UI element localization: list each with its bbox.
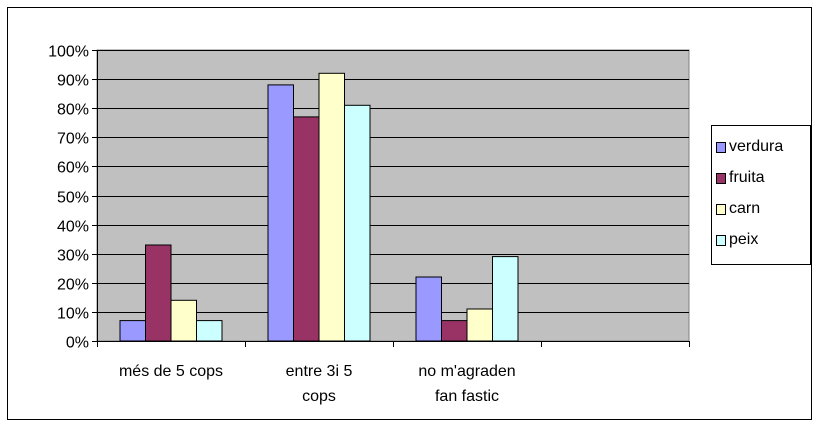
y-tick-label: 30% xyxy=(57,248,89,265)
y-tick-label: 100% xyxy=(48,44,89,61)
legend-swatch xyxy=(716,234,726,246)
legend-item-fruita: fruita xyxy=(716,167,765,189)
legend: verdura fruita carn peix xyxy=(711,125,811,265)
bar-fruita xyxy=(293,116,320,342)
legend-swatch xyxy=(716,172,726,184)
y-tick-label: 50% xyxy=(57,190,89,207)
y-tick-label: 70% xyxy=(57,131,89,148)
y-tick-label: 80% xyxy=(57,102,89,119)
x-category-label: més de 5 cops xyxy=(119,363,223,380)
bar-verdura xyxy=(415,276,442,342)
y-tick-label: 60% xyxy=(57,160,89,177)
bar-carn xyxy=(318,72,345,342)
legend-label: peix xyxy=(729,231,759,248)
y-tick-label: 90% xyxy=(57,73,89,90)
y-tick-label: 0% xyxy=(66,335,89,352)
bar-peix xyxy=(196,320,223,342)
bars xyxy=(119,72,519,342)
y-tick-labels: 0% 10% 20% 30% 40% 50% 60% 70% 80% 90% 100% xyxy=(48,44,89,352)
x-category-label: fan fastic xyxy=(435,388,499,405)
legend-item-peix: peix xyxy=(716,229,758,251)
x-category-label: entre 3i 5 xyxy=(286,363,353,380)
legend-item-carn: carn xyxy=(716,198,760,220)
legend-label: fruita xyxy=(729,169,765,186)
legend-swatch xyxy=(716,203,726,215)
bar-peix xyxy=(344,104,371,342)
legend-label: verdura xyxy=(729,138,784,155)
bar-fruita xyxy=(145,244,172,342)
bar-peix xyxy=(492,256,519,342)
y-tick-label: 10% xyxy=(57,306,89,323)
x-category-label: cops xyxy=(302,388,336,405)
legend-swatch xyxy=(716,141,726,153)
bar-verdura xyxy=(119,320,146,342)
axes xyxy=(92,50,690,347)
x-category-labels: més de 5 cops entre 3i 5 cops no m'agraden f… xyxy=(119,363,516,405)
bar-carn xyxy=(170,299,197,342)
y-tick-label: 20% xyxy=(57,277,89,294)
y-tick-label: 40% xyxy=(57,219,89,236)
legend-label: carn xyxy=(729,200,761,217)
bar-fruita xyxy=(441,320,468,342)
bar-verdura xyxy=(267,84,294,342)
bar-carn xyxy=(466,308,493,342)
x-category-label: no m'agraden xyxy=(418,363,515,380)
plot-area xyxy=(96,49,690,342)
legend-item-verdura: verdura xyxy=(716,136,783,158)
